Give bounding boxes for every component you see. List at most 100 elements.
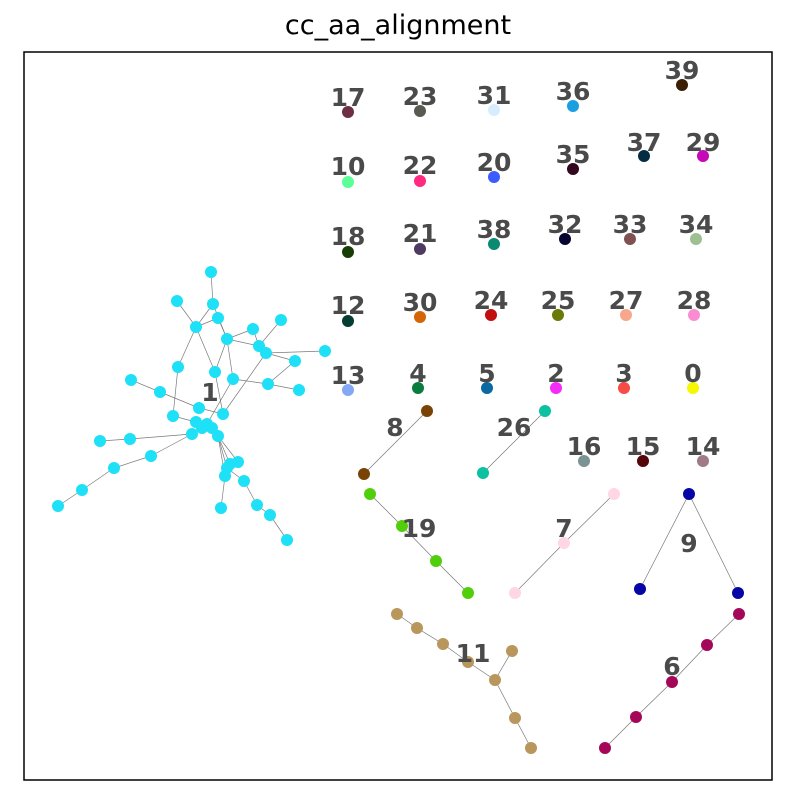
node-component-1 [238, 475, 250, 487]
node-component-2 [550, 382, 562, 394]
node-component-25 [552, 309, 564, 321]
component-label-1: 1 [201, 378, 218, 407]
node-component-37 [638, 150, 650, 162]
edge-component-1 [214, 371, 224, 415]
component-label-36: 36 [556, 77, 591, 106]
node-component-1 [190, 321, 202, 333]
node-component-6 [666, 676, 678, 688]
node-component-3 [618, 382, 630, 394]
node-component-0 [687, 382, 699, 394]
node-component-1 [293, 384, 305, 396]
component-label-37: 37 [627, 128, 662, 157]
edge-component-9 [688, 493, 739, 594]
node-component-26 [539, 405, 551, 417]
edge-component-1 [172, 366, 179, 417]
component-label-31: 31 [477, 81, 512, 110]
node-component-1 [221, 333, 233, 345]
edge-component-11 [494, 679, 516, 719]
plot-frame [23, 51, 773, 781]
edge-component-6 [706, 613, 740, 646]
component-label-15: 15 [626, 432, 661, 461]
component-label-35: 35 [556, 140, 591, 169]
node-component-11 [506, 645, 518, 657]
component-label-2: 2 [547, 359, 564, 388]
node-component-18 [342, 246, 354, 258]
node-component-19 [462, 587, 474, 599]
edge-component-1 [195, 326, 216, 373]
edge-component-19 [435, 560, 469, 594]
component-label-38: 38 [477, 215, 512, 244]
component-label-20: 20 [477, 148, 512, 177]
node-component-1 [215, 502, 227, 514]
node-component-6 [701, 639, 713, 651]
node-component-1 [289, 355, 301, 367]
edge-component-6 [635, 681, 673, 718]
node-component-1 [108, 462, 120, 474]
component-label-22: 22 [403, 151, 438, 180]
node-component-9 [683, 488, 695, 500]
node-component-28 [688, 309, 700, 321]
node-component-1 [207, 298, 219, 310]
node-component-22 [414, 175, 426, 187]
node-component-15 [637, 455, 649, 467]
node-component-1 [251, 499, 263, 511]
component-label-25: 25 [541, 286, 576, 315]
edge-layer [57, 271, 740, 749]
node-layer [52, 79, 745, 754]
node-component-5 [481, 382, 493, 394]
node-component-1 [275, 314, 287, 326]
component-label-30: 30 [403, 288, 438, 317]
node-component-7 [558, 537, 570, 549]
component-label-3: 3 [615, 359, 632, 388]
node-component-1 [94, 435, 106, 447]
node-component-16 [578, 455, 590, 467]
node-component-23 [414, 105, 426, 117]
component-label-17: 17 [331, 83, 366, 112]
node-component-12 [342, 315, 354, 327]
node-component-1 [193, 402, 205, 414]
node-component-32 [559, 233, 571, 245]
node-component-8 [421, 405, 433, 417]
edge-component-7 [514, 542, 565, 594]
component-label-33: 33 [613, 210, 648, 239]
node-component-11 [391, 608, 403, 620]
node-component-1 [247, 323, 259, 335]
edge-component-6 [671, 644, 708, 683]
node-component-1 [124, 433, 136, 445]
component-label-14: 14 [686, 432, 721, 461]
node-component-19 [396, 520, 408, 532]
node-component-38 [488, 238, 500, 250]
node-component-11 [462, 656, 474, 668]
edge-component-1 [113, 455, 152, 469]
edge-component-1 [81, 467, 115, 491]
edge-component-19 [369, 493, 403, 527]
node-component-1 [212, 430, 224, 442]
edge-component-8 [363, 410, 428, 475]
node-component-33 [624, 233, 636, 245]
node-component-1 [125, 374, 137, 386]
component-label-12: 12 [331, 291, 366, 320]
node-component-20 [488, 171, 500, 183]
node-component-1 [212, 312, 224, 324]
node-component-1 [145, 450, 157, 462]
node-component-7 [509, 587, 521, 599]
node-component-1 [319, 345, 331, 357]
edge-component-19 [401, 525, 437, 562]
node-component-34 [690, 233, 702, 245]
node-component-1 [260, 347, 272, 359]
node-component-1 [154, 386, 166, 398]
node-component-13 [342, 384, 354, 396]
component-label-6: 6 [663, 652, 680, 681]
edge-component-1 [206, 378, 234, 425]
node-component-11 [489, 674, 501, 686]
node-component-7 [608, 488, 620, 500]
component-label-27: 27 [609, 286, 644, 315]
component-label-21: 21 [403, 219, 438, 248]
component-label-39: 39 [665, 56, 700, 85]
node-component-11 [525, 742, 537, 754]
node-component-27 [620, 309, 632, 321]
node-component-1 [281, 534, 293, 546]
plot-title: cc_aa_alignment [284, 10, 512, 41]
